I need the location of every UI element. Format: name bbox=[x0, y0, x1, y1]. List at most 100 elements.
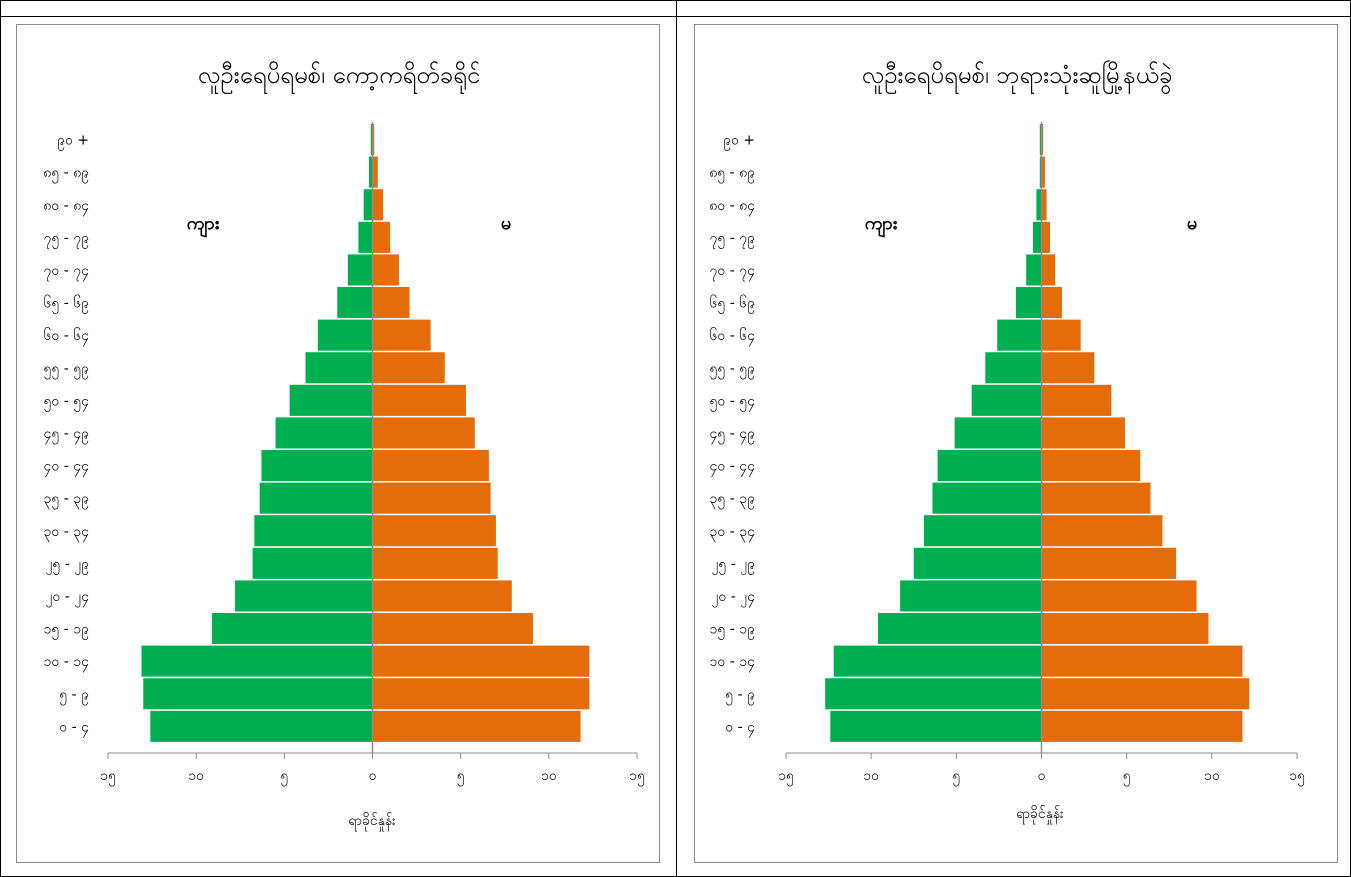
bar-male-6 bbox=[254, 515, 373, 547]
bar-male-2 bbox=[141, 645, 373, 677]
y-tick-label: ၄၅ - ၄၉ bbox=[44, 426, 90, 444]
bar-male-5 bbox=[913, 547, 1042, 579]
bar-male-16 bbox=[363, 189, 373, 221]
y-tick-label: ၆၀ - ၆၄ bbox=[710, 328, 756, 346]
bar-male-10 bbox=[971, 384, 1042, 416]
y-tick-labels: ၀ - ၄ ၅ - ၉ ၁၀ - ၁၄ ၁၅ - ၁၉ ၂၀ - ၂၄ ၂၅ - ၂၉ ၃၀… bbox=[43, 133, 89, 738]
bar-female-7 bbox=[372, 482, 491, 514]
y-tick-label: ၄၀ - ၄၄ bbox=[44, 459, 90, 477]
y-tick-label: ၂၅ - ၂၉ bbox=[712, 556, 756, 574]
bar-male-16 bbox=[1036, 189, 1042, 221]
x-tick-label: ၅ bbox=[1123, 768, 1131, 786]
bar-male-7 bbox=[259, 482, 373, 514]
bar-female-0 bbox=[372, 710, 581, 742]
x-tick-label: ၁၅ bbox=[100, 768, 116, 786]
y-tick-label: ၈၀ - ၈၄ bbox=[709, 198, 755, 216]
x-tick-label: ၀ bbox=[1038, 768, 1046, 784]
bar-female-11 bbox=[1041, 352, 1095, 384]
y-tick-label: ၇၀ - ၇၄ bbox=[44, 263, 90, 281]
bar-male-17 bbox=[1039, 156, 1042, 188]
y-tick-label: ၁၅ - ၁၉ bbox=[710, 622, 756, 640]
y-tick-label: ၇၀ - ၇၄ bbox=[710, 263, 756, 281]
bar-male-0 bbox=[150, 710, 373, 742]
bar-female-0 bbox=[1041, 710, 1243, 742]
bar-female-18 bbox=[1041, 124, 1044, 156]
chart-title: လူဦးရေပိရမစ်၊ ဘုရားသုံးဆူမြို့နယ်ခွဲ bbox=[862, 59, 1173, 95]
y-tick-labels: ၀ - ၄ ၅ - ၉ ၁၀ - ၁၄ ၁၅ - ၁၉ ၂၀ - ၂၄ ၂၅ - ၂၉ ၃၀… bbox=[709, 133, 755, 738]
x-tick-label: ၁၀ bbox=[1204, 768, 1220, 784]
y-tick-label: ၅၀ - ၅၄ bbox=[44, 393, 90, 411]
x-tick-label: ၁၅ bbox=[778, 768, 794, 786]
y-tick-label: ၈၅ - ၈၉ bbox=[43, 165, 89, 183]
bar-female-2 bbox=[1041, 645, 1243, 677]
bar-female-12 bbox=[372, 319, 431, 351]
bar-female-4 bbox=[1041, 580, 1197, 612]
y-tick-label: ၇၅ - ၇၉ bbox=[44, 230, 90, 248]
bar-male-8 bbox=[937, 450, 1042, 482]
bar-female-6 bbox=[1041, 515, 1163, 547]
x-tick-label: ၁၀ bbox=[863, 768, 879, 784]
bar-female-4 bbox=[372, 580, 512, 612]
bar-female-13 bbox=[1041, 287, 1062, 319]
bar-male-12 bbox=[997, 319, 1042, 351]
bar-male-9 bbox=[275, 417, 373, 449]
chart-svg: လူဦးရေပိရမစ်၊ ဘုရားသုံးဆူမြို့နယ်ခွဲ ၀ -… bbox=[709, 59, 1305, 824]
bar-male-14 bbox=[1026, 254, 1042, 286]
bar-female-16 bbox=[1041, 189, 1047, 221]
x-axis: ၁၅ ၁၀ ၅ ၀ ၅ ၁၀ ၁၅ bbox=[100, 752, 645, 786]
bar-male-13 bbox=[1015, 287, 1042, 319]
y-tick-label: ၂၅ - ၂၉ bbox=[46, 556, 90, 574]
bar-female-8 bbox=[1041, 450, 1141, 482]
bar-male-7 bbox=[932, 482, 1042, 514]
x-tick-label: ၁၀ bbox=[541, 768, 557, 784]
bar-female-17 bbox=[372, 156, 378, 188]
pyramid-chart-kawkareik: လူဦးရေပိရမစ်၊ ကော့ကရိတ်ခရိုင် ၀ - ၄ ၅ - ၉… bbox=[16, 24, 660, 863]
bar-male-4 bbox=[900, 580, 1042, 612]
x-axis-title: ရာခိုင်နှုန်း bbox=[348, 813, 396, 831]
bar-female-3 bbox=[1041, 613, 1209, 645]
bars-group bbox=[141, 122, 590, 753]
y-tick-label: ၉၀ + bbox=[723, 133, 755, 151]
pyramid-chart-three-pagodas: လူဦးရေပိရမစ်၊ ဘုရားသုံးဆူမြို့နယ်ခွဲ ၀ -… bbox=[694, 24, 1338, 863]
bar-female-18 bbox=[372, 124, 375, 156]
bar-male-1 bbox=[825, 678, 1042, 710]
bar-female-1 bbox=[372, 678, 590, 710]
y-tick-label: ၃၀ - ၃၄ bbox=[44, 524, 90, 542]
bar-male-4 bbox=[234, 580, 373, 612]
y-tick-label: ၄၅ - ၄၉ bbox=[710, 426, 756, 444]
x-axis: ၁၅ ၁၀ ၅ ၀ ၅ ၁၀ ၁၅ bbox=[778, 752, 1305, 786]
y-tick-label: ၀ - ၄ bbox=[725, 719, 755, 737]
y-tick-label: ၁၅ - ၁၉ bbox=[44, 622, 90, 640]
bar-female-1 bbox=[1041, 678, 1250, 710]
y-tick-label: ၆၀ - ၆၄ bbox=[44, 328, 90, 346]
y-tick-label: ၁၀ - ၁၄ bbox=[710, 654, 756, 672]
chart-title: လူဦးရေပိရမစ်၊ ကော့ကရိတ်ခရိုင် bbox=[198, 60, 480, 94]
bar-female-14 bbox=[1041, 254, 1056, 286]
bar-female-16 bbox=[372, 189, 384, 221]
y-tick-label: ၈၅ - ၈၉ bbox=[709, 165, 755, 183]
bar-male-9 bbox=[954, 417, 1042, 449]
bar-male-3 bbox=[212, 613, 373, 645]
y-tick-label: ၅၅ - ၅၉ bbox=[710, 361, 756, 379]
bar-female-3 bbox=[372, 613, 533, 645]
bar-male-0 bbox=[830, 710, 1042, 742]
bar-female-9 bbox=[1041, 417, 1125, 449]
bar-male-18 bbox=[1039, 124, 1042, 156]
y-tick-label: ၅၀ - ၅၄ bbox=[710, 393, 756, 411]
column-divider bbox=[676, 0, 677, 877]
bar-female-5 bbox=[1041, 547, 1177, 579]
bar-male-10 bbox=[289, 384, 373, 416]
y-tick-label: ၀ - ၄ bbox=[59, 719, 89, 737]
y-tick-label: ၅ - ၉ bbox=[59, 687, 89, 705]
y-tick-label: ၁၀ - ၁၄ bbox=[44, 654, 90, 672]
bar-male-1 bbox=[143, 678, 373, 710]
bar-male-12 bbox=[317, 319, 373, 351]
bar-male-13 bbox=[337, 287, 373, 319]
y-tick-label: ၆၅ - ၆၉ bbox=[44, 296, 90, 314]
y-tick-label: ၃၅ - ၃၉ bbox=[710, 491, 756, 509]
bars-group bbox=[825, 122, 1250, 753]
x-tick-label: ၁၅ bbox=[1289, 768, 1305, 786]
bar-male-15 bbox=[1032, 221, 1042, 253]
bar-male-5 bbox=[252, 547, 373, 579]
bar-male-11 bbox=[985, 352, 1042, 384]
